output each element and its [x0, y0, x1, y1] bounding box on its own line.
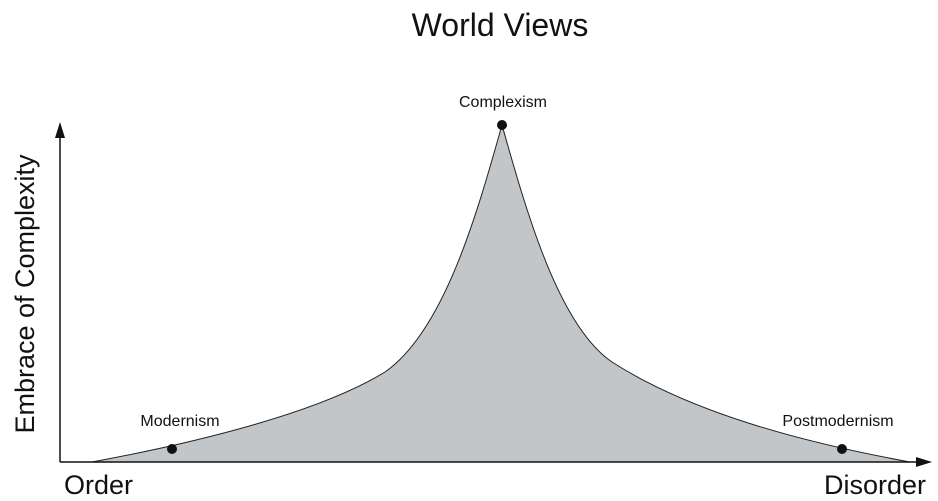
y-arrow	[55, 122, 65, 138]
point	[837, 444, 847, 454]
curve-area	[91, 123, 911, 463]
point-label: Complexism	[459, 94, 547, 111]
point	[167, 444, 177, 454]
point	[497, 120, 507, 130]
x-arrow	[916, 457, 932, 467]
point-label: Postmodernism	[782, 413, 893, 430]
point-label: Modernism	[140, 413, 219, 430]
y-label: Embrace of Complexity	[10, 154, 40, 434]
x-end-label: Disorder	[824, 470, 926, 500]
x-start-label: Order	[64, 470, 133, 500]
title: World Views	[412, 7, 589, 43]
